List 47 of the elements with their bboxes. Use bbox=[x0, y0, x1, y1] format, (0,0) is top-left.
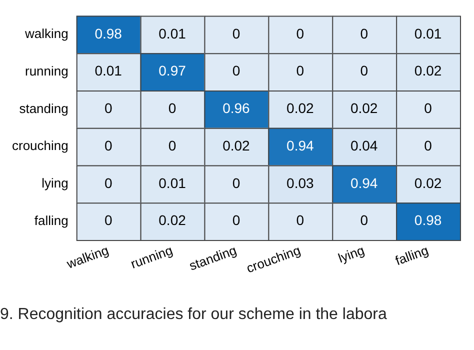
y-tick-label: walking bbox=[24, 26, 68, 42]
data-label: 0 bbox=[296, 62, 304, 79]
data-label: 0.03 bbox=[286, 174, 314, 191]
y-tick-label: standing bbox=[19, 100, 68, 116]
data-label: 0 bbox=[424, 137, 432, 154]
x-tick-label: walking bbox=[64, 242, 111, 272]
x-tick-label: falling bbox=[393, 242, 430, 268]
data-label: 0 bbox=[232, 25, 240, 42]
data-label: 0.98 bbox=[414, 212, 442, 228]
data-label: 0.02 bbox=[350, 100, 378, 116]
data-label: 0.94 bbox=[350, 174, 378, 191]
y-tick-label: falling bbox=[34, 212, 68, 228]
y-tick-label: crouching bbox=[12, 138, 68, 154]
data-label: 0 bbox=[232, 212, 240, 228]
data-label: 0 bbox=[296, 25, 304, 42]
data-label: 0 bbox=[104, 137, 112, 154]
x-tick-label: running bbox=[128, 242, 175, 272]
data-label: 0.01 bbox=[94, 62, 122, 79]
data-label: 0 bbox=[104, 100, 112, 116]
data-label: 0 bbox=[104, 174, 112, 191]
data-label: 0.02 bbox=[158, 212, 186, 228]
x-tick-label: lying bbox=[336, 242, 366, 266]
data-label: 0 bbox=[232, 174, 240, 191]
data-label: 0 bbox=[360, 212, 368, 228]
data-label: 0.01 bbox=[414, 25, 442, 42]
data-label: 0.04 bbox=[350, 137, 378, 154]
data-label: 0 bbox=[168, 137, 176, 154]
y-tick-label: running bbox=[24, 63, 68, 78]
data-label: 0.94 bbox=[286, 137, 314, 154]
data-label: 0.97 bbox=[158, 62, 186, 79]
data-label: 0.96 bbox=[222, 100, 250, 116]
data-label: 0.02 bbox=[414, 62, 442, 79]
data-label: 0 bbox=[296, 212, 304, 228]
data-label: 0 bbox=[360, 62, 368, 79]
data-label: 0 bbox=[360, 25, 368, 42]
data-label: 0 bbox=[168, 100, 176, 116]
data-label: 0 bbox=[232, 62, 240, 79]
data-label: 0.02 bbox=[414, 174, 442, 191]
data-label: 0.01 bbox=[158, 25, 186, 42]
data-label: 0 bbox=[424, 100, 432, 116]
data-label: 0 bbox=[104, 212, 112, 228]
data-label: 0.98 bbox=[94, 25, 122, 42]
text: 9. Recognition accuracies for our scheme in the labora bbox=[0, 306, 388, 324]
data-label: 0.01 bbox=[158, 174, 186, 191]
y-tick-label: lying bbox=[42, 176, 68, 191]
data-label: 0.02 bbox=[222, 137, 250, 154]
data-label: 0.02 bbox=[286, 100, 314, 116]
